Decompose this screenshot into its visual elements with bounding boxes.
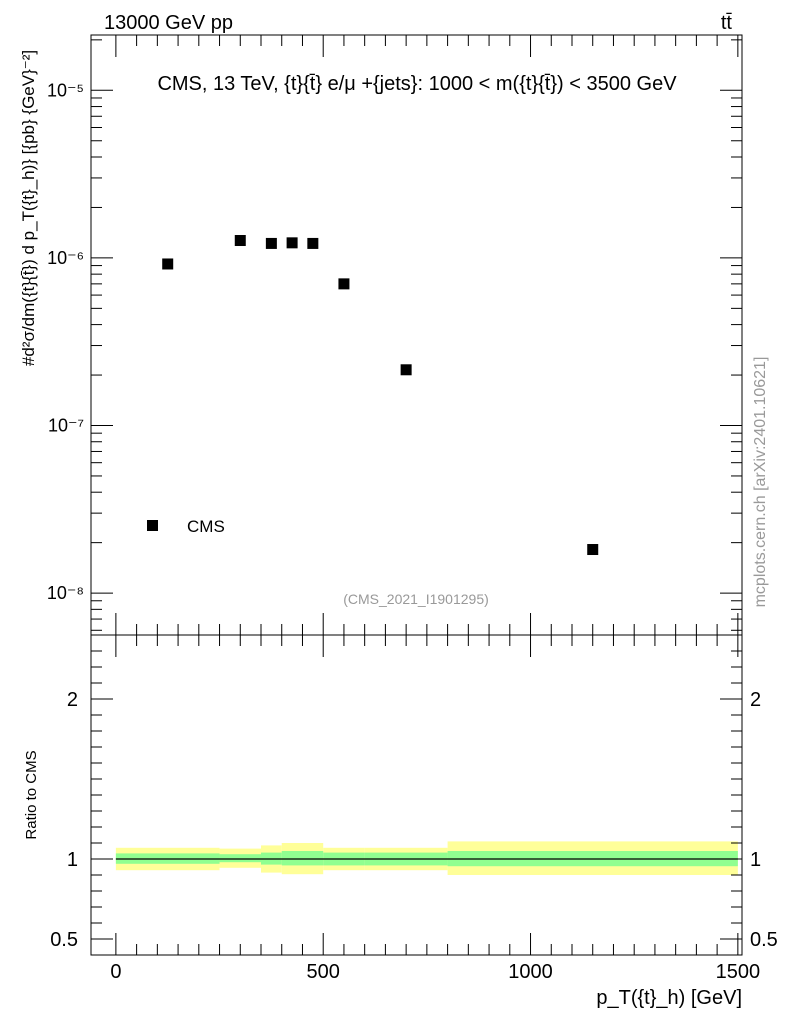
stat-uncertainty-band <box>219 854 262 863</box>
legend-marker <box>147 520 158 531</box>
legend-label: CMS <box>187 517 225 536</box>
final-state-label: tt̄ <box>721 12 733 34</box>
main-frame <box>90 34 743 636</box>
data-point <box>400 364 412 376</box>
y-tick-label: 10⁻⁵ <box>47 80 84 100</box>
ratio-frame <box>90 634 743 956</box>
data-point <box>286 237 298 249</box>
ratio-y-tick-label-left: 2 <box>67 689 78 711</box>
ratio-panel: 0.5 0.5 1 1 2 2 0 500 1000 1500 Ratio to CMS p_T… <box>23 634 778 1009</box>
data-point <box>338 278 350 290</box>
ratio-y-tick-label-right: 2 <box>750 689 761 711</box>
plot-title: CMS, 13 TeV, {t}{t̄} e/μ +{jets}: 1000 <… <box>157 73 677 95</box>
data-points <box>162 235 599 556</box>
x-tick-label: 0 <box>110 961 121 983</box>
ratio-y-tick-label-right: 0.5 <box>750 929 778 951</box>
y-tick-label: 10⁻⁸ <box>47 583 84 603</box>
stat-uncertainty-band <box>281 851 324 866</box>
data-point <box>307 237 319 249</box>
main-y-tick-labels: 10⁻⁸ 10⁻⁷ 10⁻⁶ 10⁻⁵ <box>47 80 84 603</box>
x-tick-label: 1500 <box>716 961 761 983</box>
x-axis-label: p_T({t}_h) [GeV] <box>596 987 742 1009</box>
uncertainty-bands <box>115 841 738 875</box>
ratio-y-tick-label-left: 1 <box>67 849 78 871</box>
main-y-axis-label: #d²σ/dm({t}{t̄}) d p_T({t}_h)} [{pb} {Ge… <box>19 50 38 366</box>
x-tick-label: 1000 <box>508 961 553 983</box>
ratio-y-tick-labels: 0.5 0.5 1 1 2 2 <box>50 689 778 951</box>
main-panel: 10⁻⁸ 10⁻⁷ 10⁻⁶ 10⁻⁵ CMS, 13 TeV, {t}{t̄} e/… <box>19 34 743 636</box>
y-tick-label: 10⁻⁶ <box>47 248 84 268</box>
data-point <box>587 544 599 556</box>
x-tick-label: 500 <box>307 961 340 983</box>
ratio-y-tick-label-right: 1 <box>750 849 761 871</box>
analysis-watermark: (CMS_2021_I1901295) <box>343 591 489 607</box>
ratio-ticks <box>91 635 742 955</box>
ratio-y-tick-label-left: 0.5 <box>50 929 78 951</box>
ratio-y-axis-label: Ratio to CMS <box>23 750 40 839</box>
y-tick-label: 10⁻⁷ <box>48 416 84 436</box>
x-tick-labels: 0 500 1000 1500 <box>110 961 760 983</box>
data-point <box>265 237 277 249</box>
data-point <box>162 258 174 270</box>
main-ticks <box>91 35 742 635</box>
process-label: 13000 GeV pp <box>104 12 233 34</box>
data-point <box>234 235 246 247</box>
mcplots-side-label: mcplots.cern.ch [arXiv:2401.10621] <box>752 357 769 608</box>
